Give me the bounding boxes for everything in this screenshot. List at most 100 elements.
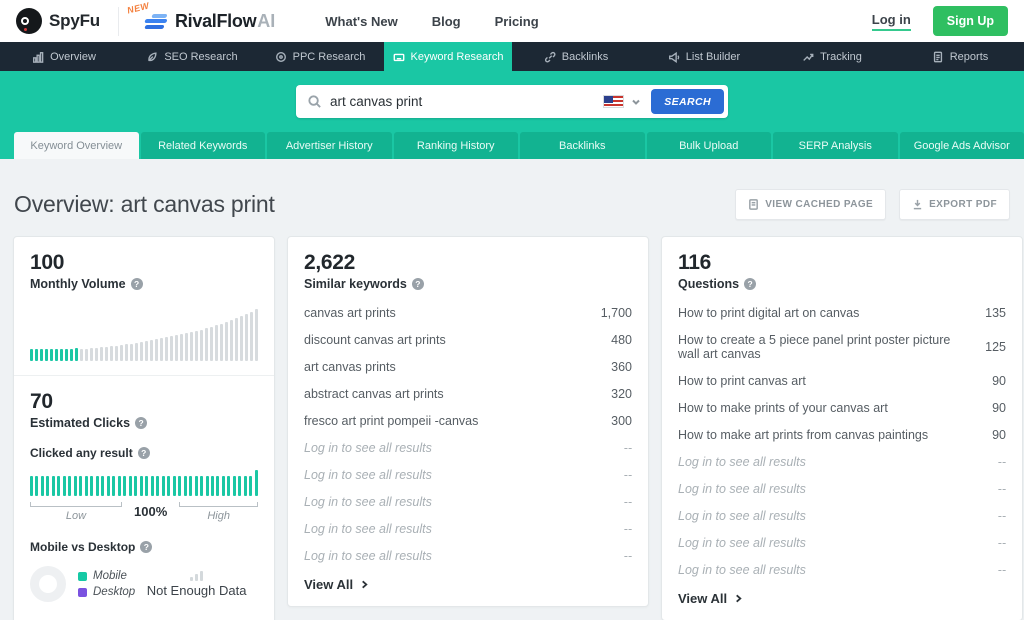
estimated-clicks-label: Estimated Clicks ? <box>30 416 258 430</box>
help-icon[interactable]: ? <box>411 278 424 290</box>
subtab-backlinks[interactable]: Backlinks <box>520 132 645 159</box>
rivalflow-brand-suffix: AI <box>257 10 276 31</box>
search-input[interactable] <box>330 94 598 109</box>
locked-row-login-link[interactable]: Log in to see all results -- <box>678 448 1006 475</box>
document-icon <box>749 199 759 210</box>
volume-bar <box>245 314 248 361</box>
keyword-row[interactable]: How to make art prints from canvas paint… <box>678 421 1006 448</box>
view-cached-page-button[interactable]: VIEW CACHED PAGE <box>735 189 887 220</box>
keyboard-icon <box>393 53 404 61</box>
subtab-serp-analysis[interactable]: SERP Analysis <box>773 132 898 159</box>
keyword-text: How to print canvas art <box>678 373 806 388</box>
clicks-gauge-bar <box>112 476 116 496</box>
clicks-gauge-bar <box>95 476 99 496</box>
subtab-related-keywords[interactable]: Related Keywords <box>140 132 265 159</box>
keyword-row[interactable]: art canvas prints 360 <box>304 353 632 380</box>
clicks-gauge-bar <box>156 476 160 496</box>
help-icon[interactable]: ? <box>140 541 153 553</box>
locked-row-login-link[interactable]: Log in to see all results -- <box>304 488 632 515</box>
questions-view-all-link[interactable]: View All <box>678 591 1006 606</box>
locked-row-value: -- <box>997 481 1006 496</box>
keyword-value: 360 <box>611 359 632 374</box>
locked-row-login-link[interactable]: Log in to see all results -- <box>678 475 1006 502</box>
rivalflow-logo[interactable]: NEW RivalFlowAI <box>117 0 297 36</box>
keyword-row[interactable]: How to print digital art on canvas 135 <box>678 299 1006 326</box>
target-icon <box>275 51 286 62</box>
chevron-right-icon <box>736 594 742 603</box>
title-row: Overview: art canvas print VIEW CACHED P… <box>14 189 1010 220</box>
volume-bar <box>115 346 118 361</box>
nav-item-overview[interactable]: Overview <box>0 42 128 71</box>
header-link[interactable]: What's New <box>325 13 398 29</box>
help-icon[interactable]: ? <box>135 417 148 429</box>
clicks-gauge-bar <box>73 476 77 496</box>
header-link[interactable]: Blog <box>431 13 461 29</box>
nav-item-tracking[interactable]: Tracking <box>768 42 896 71</box>
signup-button[interactable]: Sign Up <box>932 6 1008 36</box>
clicks-gauge-bar <box>62 476 66 496</box>
help-icon[interactable]: ? <box>744 278 757 290</box>
keyword-text: discount canvas art prints <box>304 332 446 347</box>
nav-item-label: Keyword Research <box>410 50 504 63</box>
spyfu-logo[interactable]: SpyFu <box>16 8 100 34</box>
clicks-gauge-bar <box>30 476 33 496</box>
volume-bar-recent <box>30 349 33 361</box>
locked-row-login-link[interactable]: Log in to see all results -- <box>304 461 632 488</box>
locked-row-text: Log in to see all results <box>304 548 432 563</box>
keyword-row[interactable]: How to create a 5 piece panel print post… <box>678 326 1006 367</box>
clicked-any-result-text: Clicked any result <box>30 446 133 460</box>
leaf-icon <box>148 51 157 61</box>
login-link[interactable]: Log in <box>871 12 911 31</box>
keyword-row[interactable]: fresco art print pompeii -canvas 300 <box>304 407 632 434</box>
nav-item-label: Tracking <box>820 50 862 63</box>
header-link[interactable]: Pricing <box>494 13 539 29</box>
help-icon[interactable]: ? <box>130 278 143 290</box>
volume-bar-recent <box>45 349 48 361</box>
chevron-down-icon[interactable] <box>631 97 641 107</box>
locked-row-login-link[interactable]: Log in to see all results -- <box>304 542 632 569</box>
export-pdf-label: EXPORT PDF <box>929 199 997 210</box>
keyword-row[interactable]: discount canvas art prints 480 <box>304 326 632 353</box>
search-button[interactable]: SEARCH <box>651 89 724 114</box>
help-icon[interactable]: ? <box>137 447 150 459</box>
report-icon <box>933 51 942 62</box>
volume-bar <box>195 331 198 361</box>
keyword-row[interactable]: abstract canvas art prints 320 <box>304 380 632 407</box>
nav-item-backlinks[interactable]: Backlinks <box>512 42 640 71</box>
nav-item-keyword-research[interactable]: Keyword Research <box>384 42 512 71</box>
locked-row-login-link[interactable]: Log in to see all results -- <box>678 529 1006 556</box>
volume-bar <box>200 330 203 361</box>
nav-item-reports[interactable]: Reports <box>896 42 1024 71</box>
export-pdf-button[interactable]: EXPORT PDF <box>899 189 1010 220</box>
similar-view-all-link[interactable]: View All <box>304 577 632 592</box>
high-bracket <box>179 502 258 507</box>
locked-row-text: Log in to see all results <box>304 521 432 536</box>
mini-bars-icon <box>190 570 204 581</box>
clicks-gauge-bar <box>221 476 225 496</box>
locked-row-login-link[interactable]: Log in to see all results -- <box>304 515 632 542</box>
download-icon <box>913 199 922 210</box>
subtab-bulk-upload[interactable]: Bulk Upload <box>646 132 771 159</box>
similar-keywords-value: 2,622 <box>304 251 356 274</box>
volume-bar-recent <box>60 349 63 361</box>
keyword-row[interactable]: canvas art prints 1,700 <box>304 299 632 326</box>
not-enough-data-text: Not Enough Data <box>146 582 247 598</box>
locked-row-login-link[interactable]: Log in to see all results -- <box>304 434 632 461</box>
subtab-advertiser-history[interactable]: Advertiser History <box>267 132 392 159</box>
nav-item-ppc-research[interactable]: PPC Research <box>256 42 384 71</box>
subtab-google-ads-advisor[interactable]: Google Ads Advisor <box>899 132 1024 159</box>
locked-row-login-link[interactable]: Log in to see all results -- <box>678 556 1006 583</box>
locked-row-login-link[interactable]: Log in to see all results -- <box>678 502 1006 529</box>
legend-item-desktop: Desktop <box>78 586 135 598</box>
subtab-ranking-history[interactable]: Ranking History <box>393 132 518 159</box>
volume-bar <box>250 312 253 361</box>
nav-item-list-builder[interactable]: List Builder <box>640 42 768 71</box>
subtab-keyword-overview[interactable]: Keyword Overview <box>14 132 139 159</box>
nav-item-seo-research[interactable]: SEO Research <box>128 42 256 71</box>
clicks-gauge-bar <box>205 476 209 496</box>
search-band: SEARCH <box>0 71 1024 132</box>
clicks-gauge-bar <box>128 476 132 496</box>
keyword-row[interactable]: How to make prints of your canvas art 90 <box>678 394 1006 421</box>
keyword-row[interactable]: How to print canvas art 90 <box>678 367 1006 394</box>
us-flag-icon[interactable] <box>603 95 625 108</box>
